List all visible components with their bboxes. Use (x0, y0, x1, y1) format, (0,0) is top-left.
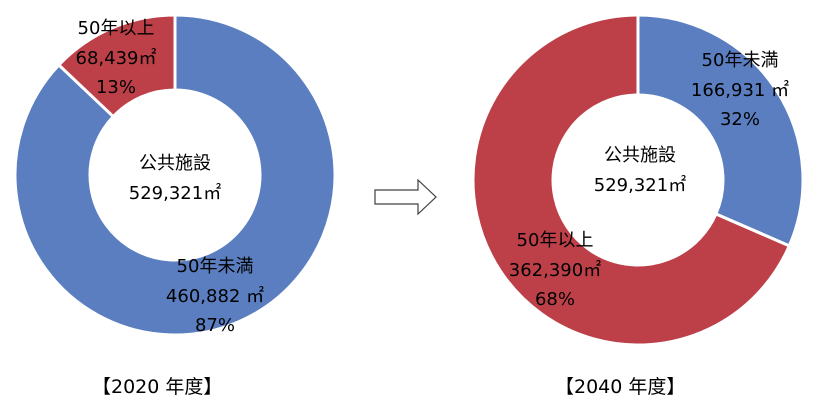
donut-2020 (13, 13, 337, 337)
center-value: 529,321㎡ (593, 175, 687, 196)
donut-slice-under50 (13, 13, 337, 337)
donut-2040 (471, 13, 805, 347)
slice-area: 68,439㎡ (75, 48, 157, 69)
slice-percent: 87% (194, 315, 235, 336)
caption-2040: 【2040 年度】 (555, 376, 686, 398)
slice-name: 50年以上 (77, 18, 155, 39)
slice-name: 50年未満 (701, 50, 779, 71)
slice-label-2020-over50: 50年以上 68,439㎡ 13% (55, 20, 177, 97)
slice-percent: 32% (719, 109, 760, 130)
center-label-2040: 公共施設 529,321㎡ (575, 147, 705, 195)
slice-name: 50年未満 (176, 256, 254, 277)
slice-area: 166,931 ㎡ (690, 80, 790, 101)
donut-slice-under50 (636, 13, 805, 248)
slice-percent: 68% (534, 289, 575, 310)
slice-area: 460,882 ㎡ (165, 286, 265, 307)
slice-percent: 13% (95, 77, 136, 98)
slice-label-2020-under50: 50年未満 460,882 ㎡ 87% (140, 258, 290, 335)
slice-label-2040-under50: 50年未満 166,931 ㎡ 32% (670, 52, 810, 129)
donut-slice-over50 (56, 13, 177, 119)
slice-name: 50年以上 (516, 230, 594, 251)
center-title: 公共施設 (139, 153, 211, 174)
slice-label-2040-over50: 50年以上 362,390㎡ 68% (490, 232, 620, 309)
slice-area: 362,390㎡ (508, 260, 602, 281)
arrow-right-icon (374, 178, 437, 216)
center-title: 公共施設 (604, 145, 676, 166)
center-label-2020: 公共施設 529,321㎡ (110, 155, 240, 203)
caption-2020: 【2020 年度】 (92, 376, 223, 398)
center-value: 529,321㎡ (128, 183, 222, 204)
donut-slice-over50 (471, 13, 792, 347)
